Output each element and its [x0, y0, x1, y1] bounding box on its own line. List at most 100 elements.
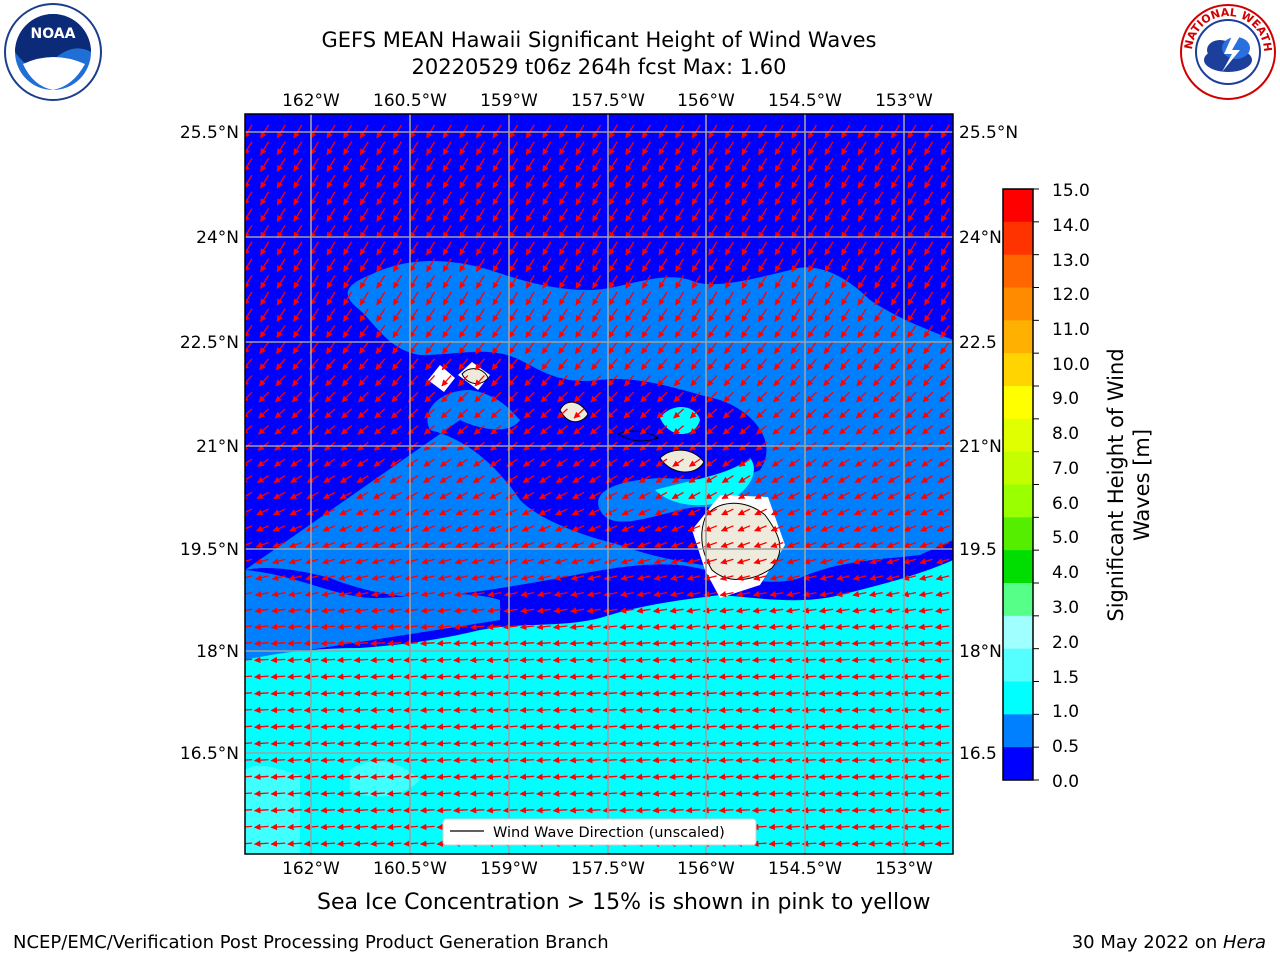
wind-wave-arrow [790, 341, 801, 355]
wind-wave-arrow [457, 375, 469, 387]
wind-wave-arrow [724, 141, 734, 156]
wind-wave-arrow [758, 258, 768, 273]
wind-wave-arrow [757, 341, 768, 355]
wind-wave-arrow [442, 241, 452, 256]
wind-wave-arrow [575, 141, 585, 156]
wind-wave-arrow [409, 224, 419, 239]
wind-wave-arrow [807, 274, 817, 289]
wind-wave-arrow [541, 358, 552, 371]
wind-wave-arrow [426, 191, 436, 206]
wind-wave-arrow [542, 208, 552, 223]
wind-wave-arrow [625, 291, 635, 306]
wind-wave-arrow [890, 224, 900, 239]
wind-wave-arrow [890, 258, 900, 273]
wind-wave-arrow [907, 158, 917, 172]
wind-wave-arrow [841, 174, 851, 189]
wind-wave-arrow [509, 174, 519, 189]
wind-wave-arrow [374, 375, 386, 387]
wind-wave-arrow [874, 191, 884, 206]
wind-wave-arrow [425, 341, 436, 355]
wind-wave-arrow [625, 158, 635, 172]
wind-wave-arrow [708, 274, 718, 289]
wind-wave-arrow [426, 274, 436, 289]
wind-wave-arrow [442, 208, 452, 223]
wind-wave-arrow [840, 358, 851, 371]
wind-wave-arrow [574, 358, 585, 371]
wind-wave-arrow [491, 375, 502, 387]
wind-wave-arrow [459, 224, 469, 239]
wind-wave-arrow [426, 141, 436, 156]
wind-wave-arrow [841, 191, 851, 206]
wind-wave-arrow [293, 141, 303, 156]
wind-wave-arrow [625, 274, 635, 289]
wind-wave-arrow [293, 174, 303, 189]
wind-wave-arrow [245, 325, 253, 339]
wind-wave-arrow [392, 258, 402, 273]
lat-label: 22.5 [959, 333, 997, 353]
lon-label: 156°W [677, 91, 735, 111]
wind-wave-arrow [359, 308, 369, 322]
wind-wave-arrow [391, 358, 402, 371]
wind-wave-arrow [607, 358, 618, 371]
colorbar-tick: 12.0 [1052, 285, 1090, 305]
wind-wave-arrow [773, 375, 784, 387]
wind-wave-arrow [907, 224, 917, 239]
wind-wave-arrow [774, 224, 784, 239]
wind-wave-arrow [824, 241, 834, 256]
wind-wave-arrow [458, 325, 469, 339]
wind-wave-arrow [841, 258, 851, 273]
wind-wave-arrow [724, 241, 734, 256]
wind-wave-arrow [359, 208, 369, 223]
colorbar-segment [1003, 681, 1033, 715]
wind-wave-arrow [608, 158, 618, 172]
wind-wave-arrow [392, 341, 402, 355]
wind-wave-arrow [658, 224, 668, 239]
wind-wave-arrow [708, 191, 718, 206]
wind-wave-arrow [806, 358, 817, 371]
wind-wave-arrow [441, 358, 452, 371]
wind-wave-arrow [625, 174, 635, 189]
wind-wave-arrow [492, 258, 502, 273]
wind-wave-arrow [874, 258, 884, 273]
wind-wave-arrow [874, 274, 884, 289]
sea-ice-note: Sea Ice Concentration > 15% is shown in … [317, 890, 931, 915]
wind-wave-arrow [358, 358, 369, 371]
nws-logo: NATIONAL WEATHER SERVICE [1178, 2, 1276, 100]
wind-wave-arrow [872, 375, 884, 387]
wind-wave-arrow [409, 191, 419, 206]
colorbar [1002, 188, 1039, 781]
lat-label: 18°N [196, 642, 239, 662]
wind-wave-arrow [509, 258, 519, 273]
colorbar-segment [1003, 386, 1033, 420]
wind-wave-arrow [425, 308, 436, 322]
wind-wave-arrow [625, 258, 635, 273]
wind-wave-arrow [558, 341, 568, 355]
wind-wave-arrow [275, 375, 286, 387]
wind-wave-arrow [807, 174, 817, 189]
wind-wave-arrow [325, 375, 336, 387]
lon-label: 159°W [480, 859, 538, 879]
lat-label: 16.5 [959, 744, 997, 764]
wind-wave-arrow [608, 208, 618, 223]
wind-wave-arrow [641, 274, 651, 289]
wind-wave-arrow [923, 358, 934, 371]
wind-wave-arrow [592, 141, 602, 156]
wind-wave-arrow [260, 208, 270, 223]
wind-wave-arrow [326, 158, 336, 172]
wind-wave-arrow [276, 325, 286, 339]
wind-wave-arrow [625, 308, 635, 322]
wind-wave-arrow [907, 208, 917, 223]
wind-wave-arrow [376, 174, 386, 189]
wind-wave-arrow [641, 325, 651, 339]
wind-wave-arrow [691, 274, 701, 289]
wind-wave-arrow [376, 241, 386, 256]
wind-wave-arrow [690, 358, 701, 371]
wind-wave-arrow [708, 291, 718, 306]
wind-wave-arrow [275, 341, 286, 355]
lon-label: 153°W [875, 859, 933, 879]
wind-wave-arrow [392, 208, 402, 223]
wind-wave-arrow [276, 141, 286, 156]
wind-wave-arrow [392, 174, 402, 189]
wind-wave-arrow [724, 291, 734, 306]
